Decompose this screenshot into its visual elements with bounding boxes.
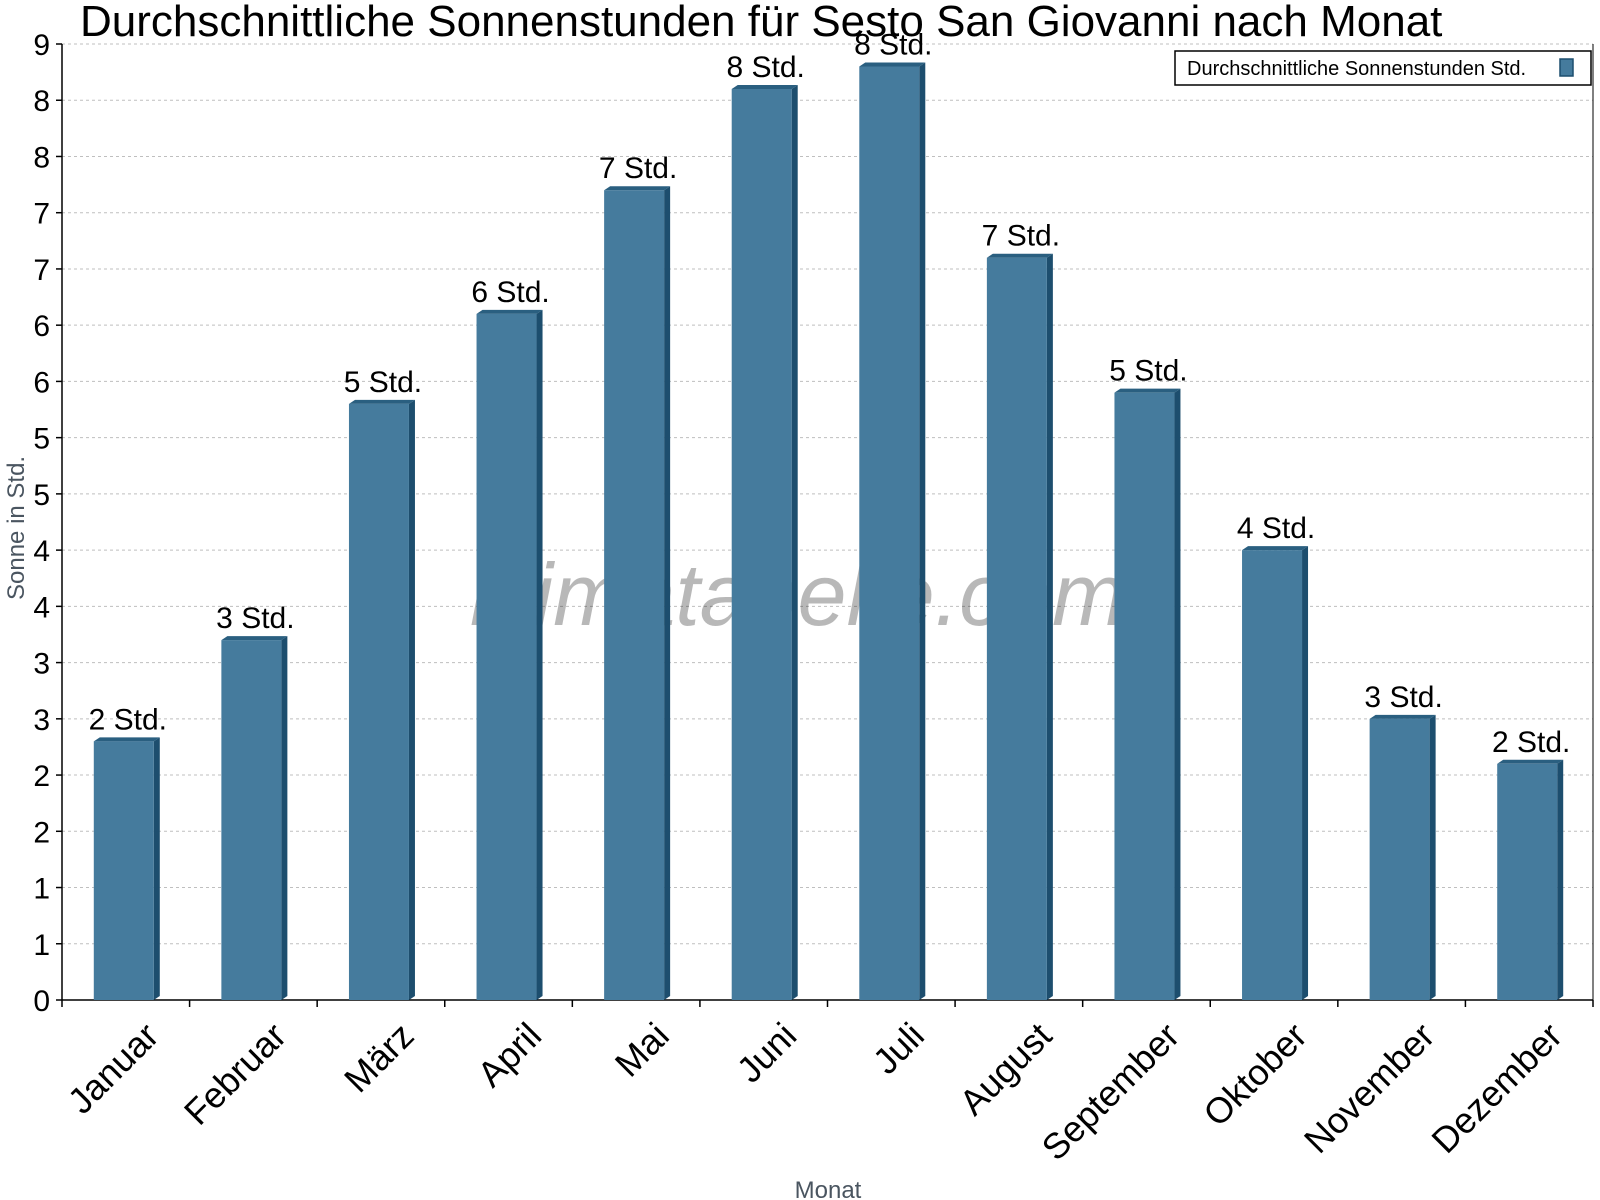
bar-top bbox=[859, 62, 926, 67]
bar-top bbox=[93, 737, 160, 742]
bars bbox=[93, 62, 1564, 1001]
x-tick-label: November bbox=[1296, 1015, 1442, 1161]
bar-value-label: 7 Std. bbox=[982, 220, 1060, 253]
bar-top bbox=[1369, 714, 1436, 719]
bar bbox=[986, 257, 1047, 1001]
bar-top bbox=[1114, 388, 1181, 393]
x-axis-label: Monat bbox=[795, 1177, 862, 1200]
bar bbox=[348, 403, 409, 1000]
y-tick-label: 6 bbox=[33, 310, 50, 343]
bar-value-label: 8 Std. bbox=[854, 28, 932, 61]
bar-side bbox=[1557, 759, 1564, 1000]
bar-side bbox=[1046, 253, 1053, 1001]
y-tick-label: 4 bbox=[33, 535, 50, 568]
x-tick-label: März bbox=[336, 1015, 422, 1101]
bar-top bbox=[1497, 759, 1564, 764]
bar-value-label: 3 Std. bbox=[216, 602, 294, 635]
x-tick-label: April bbox=[469, 1015, 549, 1095]
bar-labels: 2 Std. 3 Std. 5 Std. 6 Std. 7 Std. 8 Std. 8 St… bbox=[89, 28, 1571, 758]
y-tick-label: 2 bbox=[33, 816, 50, 849]
bar-top bbox=[986, 253, 1053, 258]
legend: Durchschnittliche Sonnenstunden Std. bbox=[1174, 50, 1592, 86]
y-tick-label: 6 bbox=[33, 366, 50, 399]
bar bbox=[221, 640, 282, 1000]
bar-value-label: 3 Std. bbox=[1364, 681, 1442, 714]
x-tick-label: Dezember bbox=[1423, 1015, 1569, 1161]
x-tick-label: Oktober bbox=[1195, 1015, 1315, 1135]
bar-side bbox=[536, 309, 543, 1000]
bar-top bbox=[604, 186, 671, 191]
y-tick-label: 3 bbox=[33, 704, 50, 737]
chart-title: Durchschnittliche Sonnenstunden für Sest… bbox=[80, 0, 1442, 46]
x-tick-label: August bbox=[951, 1015, 1059, 1123]
y-tick-label: 8 bbox=[33, 141, 50, 174]
bar-value-label: 7 Std. bbox=[599, 152, 677, 185]
bar-side bbox=[1302, 546, 1309, 1000]
gridlines bbox=[62, 43, 1593, 945]
bar-side bbox=[791, 84, 798, 1001]
bar-value-label: 4 Std. bbox=[1237, 512, 1315, 545]
x-tick-label: Februar bbox=[176, 1015, 294, 1133]
bar bbox=[1114, 392, 1175, 1000]
legend-swatch bbox=[1559, 58, 1574, 77]
bar-side bbox=[408, 399, 415, 1000]
x-tick-label: September bbox=[1034, 1015, 1188, 1169]
bar bbox=[476, 313, 537, 1000]
bar-top bbox=[476, 309, 543, 314]
y-axis: 0 1 1 2 2 3 3 4 4 5 5 6 6 7 7 8 8 9 bbox=[33, 29, 63, 1018]
bar bbox=[1369, 718, 1430, 1000]
bar bbox=[1242, 550, 1303, 1000]
bar-side bbox=[1429, 714, 1436, 1000]
bar-side bbox=[1174, 388, 1181, 1000]
legend-label: Durchschnittliche Sonnenstunden Std. bbox=[1187, 58, 1526, 80]
bar-value-label: 5 Std. bbox=[1109, 355, 1187, 388]
bar-value-label: 6 Std. bbox=[471, 276, 549, 309]
bar-top bbox=[1242, 546, 1309, 551]
bar bbox=[859, 66, 920, 1000]
y-tick-label: 7 bbox=[33, 254, 50, 287]
y-tick-label: 1 bbox=[33, 873, 50, 906]
y-tick-label: 5 bbox=[33, 479, 50, 512]
bar-side bbox=[153, 737, 160, 1000]
x-tick-label: Mai bbox=[607, 1015, 677, 1085]
bar-value-label: 2 Std. bbox=[89, 703, 167, 736]
bar-value-label: 2 Std. bbox=[1492, 726, 1570, 759]
x-tick-label: Juli bbox=[865, 1015, 932, 1082]
bar-side bbox=[664, 186, 671, 1000]
bar-top bbox=[731, 84, 798, 89]
y-tick-label: 3 bbox=[33, 648, 50, 681]
x-tick-label: Januar bbox=[60, 1015, 167, 1122]
bar-value-label: 5 Std. bbox=[344, 366, 422, 399]
bar bbox=[1497, 763, 1558, 1000]
bar-side bbox=[919, 62, 926, 1000]
x-tick-label: Juni bbox=[729, 1015, 805, 1091]
bar bbox=[731, 88, 792, 1001]
y-tick-label: 7 bbox=[33, 198, 50, 231]
y-tick-label: 4 bbox=[33, 591, 50, 624]
bar-side bbox=[281, 636, 288, 1000]
bar bbox=[93, 741, 154, 1000]
y-axis-label: Sonne in Std. bbox=[3, 456, 30, 600]
bar-top bbox=[348, 399, 415, 404]
y-tick-label: 8 bbox=[33, 85, 50, 118]
bar-value-label: 8 Std. bbox=[727, 51, 805, 84]
bar-top bbox=[221, 636, 288, 641]
y-tick-label: 5 bbox=[33, 423, 50, 456]
bar bbox=[604, 190, 665, 1000]
y-tick-label: 2 bbox=[33, 760, 50, 793]
y-tick-label: 9 bbox=[33, 29, 50, 62]
legend-box bbox=[1174, 50, 1592, 86]
y-tick-label: 1 bbox=[33, 929, 50, 962]
y-tick-label: 0 bbox=[33, 985, 50, 1018]
